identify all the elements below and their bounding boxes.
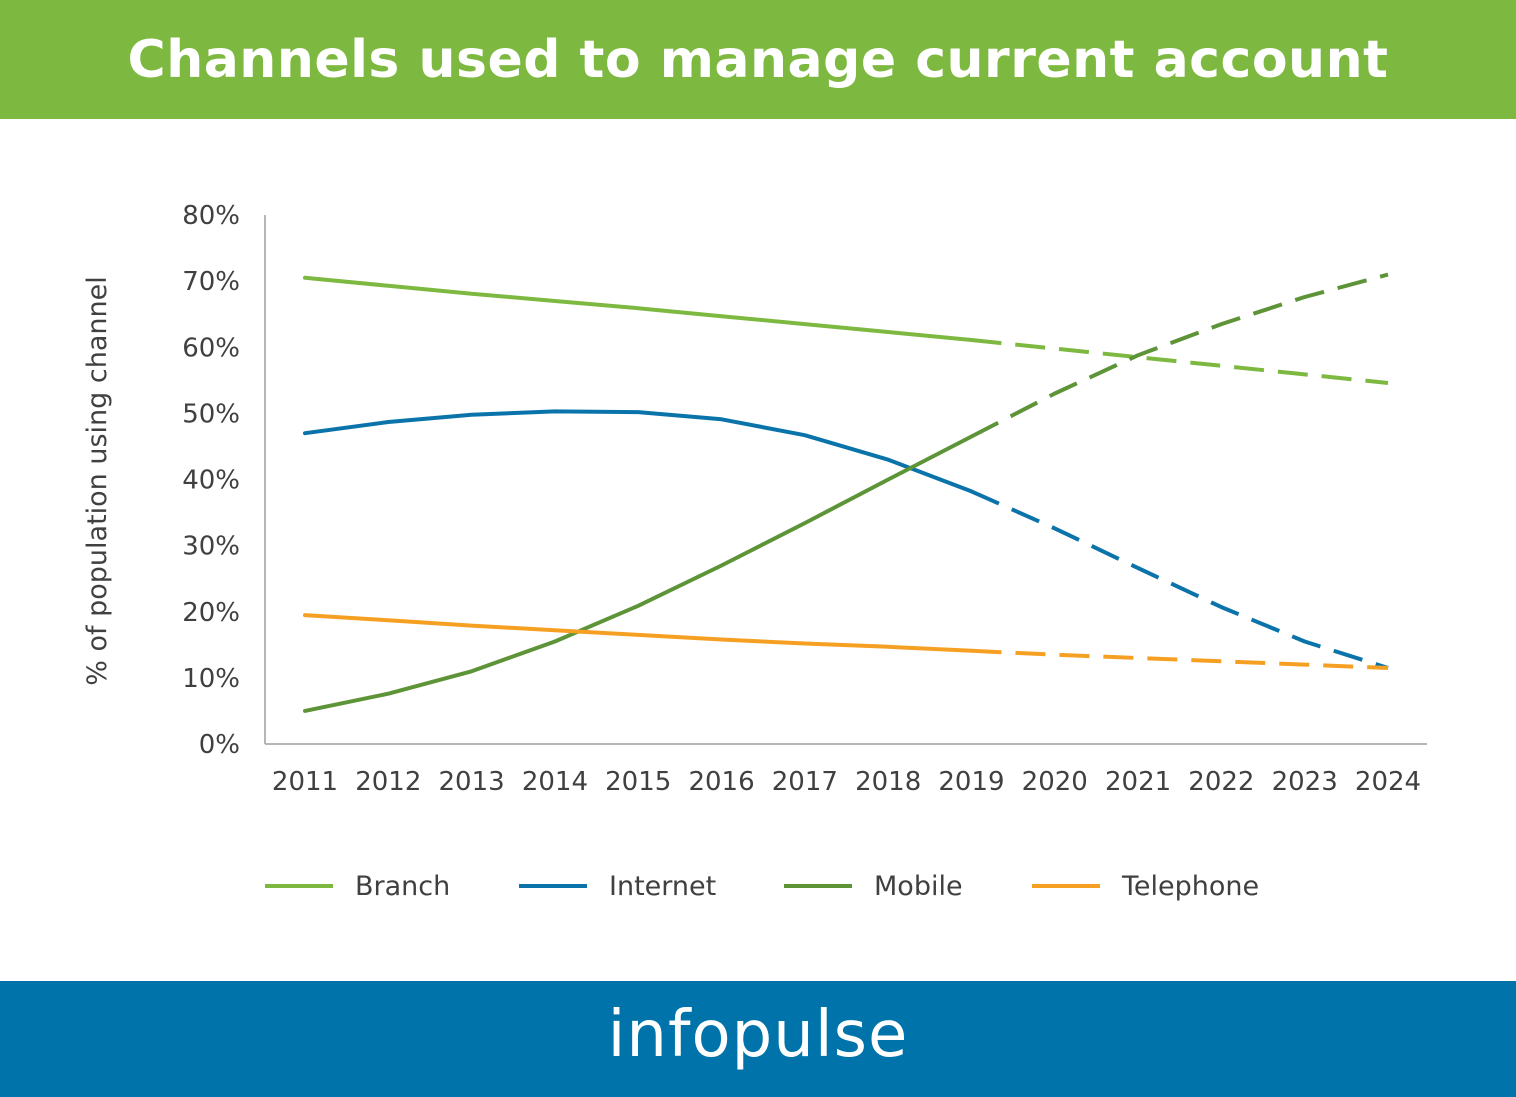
y-tick-label: 0% [199,730,240,760]
legend: Branch Internet Mobile Telephone [265,871,1259,902]
y-tick-label: 30% [182,532,240,562]
x-axis-ticks: 2011 2012 2013 2014 2015 2016 2017 2018 2019 2020… [272,767,1421,797]
chart-axes [264,215,1427,745]
chart-area: 0% 10% 20% 30% 40% 50% 60% 70% 80% 2011 2012 2013 2… [0,119,1516,981]
series-line-telephone-forecast [971,648,1389,670]
x-tick-label: 2024 [1355,767,1421,797]
y-tick-label: 80% [182,201,240,231]
legend-label-branch: Branch [355,871,450,902]
x-tick-label: 2021 [1105,767,1171,797]
x-tick-label: 2015 [605,767,671,797]
x-tick-label: 2017 [772,767,838,797]
x-tick-label: 2016 [688,767,754,797]
series-line-branch-forecast [971,338,1389,385]
x-tick-label: 2022 [1188,767,1254,797]
x-tick-label: 2012 [355,767,421,797]
x-tick-label: 2023 [1272,767,1338,797]
chart-title: Channels used to manage current account [127,29,1389,90]
line-chart: 0%10%20%30%40%50%60%70%80% 2011 2012 2013 2… [82,201,1427,902]
brand-logo: infopulse [607,998,909,1072]
y-axis-ticks: 0% 10% 20% 30% 40% 50% 60% 70% 80% [182,201,240,760]
series-line-mobile-forecast [970,272,1389,439]
x-tick-label: 2019 [938,767,1004,797]
title-banner: Channels used to manage current account [0,0,1516,119]
series-lines [303,272,1389,713]
x-tick-label: 2020 [1022,767,1088,797]
series-line-mobile-actual [303,434,974,713]
x-tick-label: 2013 [439,767,505,797]
legend-label-telephone: Telephone [1121,871,1259,902]
series-line-internet-actual [303,409,974,494]
y-axis-title: % of population using channel [82,276,113,685]
y-tick-label: 60% [182,333,240,363]
series-line-telephone-actual [303,613,974,653]
y-tick-label: 20% [182,598,240,628]
y-tick-label: 10% [182,664,240,694]
legend-label-internet: Internet [609,871,716,902]
y-tick-label: 50% [182,399,240,429]
series-line-branch-actual [303,275,974,342]
y-tick-label: 70% [182,267,240,297]
y-tick-label: 40% [182,466,240,496]
footer-banner: infopulse [0,981,1516,1097]
x-tick-label: 2018 [855,767,921,797]
x-tick-label: 2014 [522,767,588,797]
series-line-internet-forecast [970,489,1389,670]
x-tick-label: 2011 [272,767,338,797]
legend-label-mobile: Mobile [874,871,963,902]
